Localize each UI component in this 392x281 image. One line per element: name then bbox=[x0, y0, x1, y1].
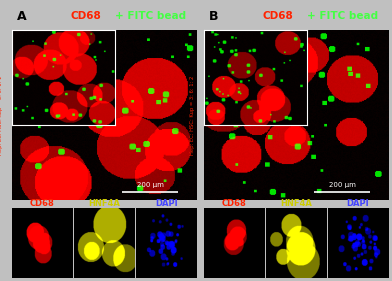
Text: + FITC bead: + FITC bead bbox=[307, 12, 378, 21]
Text: B: B bbox=[209, 10, 219, 23]
Text: + FITC bead: + FITC bead bbox=[115, 12, 186, 21]
Text: Hep: EC: HSC: Kup = 3: 6: 1: 2: Hep: EC: HSC: Kup = 3: 6: 1: 2 bbox=[190, 76, 195, 155]
Title: CD68: CD68 bbox=[221, 199, 246, 208]
Text: CD68: CD68 bbox=[262, 12, 293, 21]
Text: 200 μm: 200 μm bbox=[328, 182, 356, 188]
Text: Hep: EC: HSC: Kup = 3: 6: 1: 1: Hep: EC: HSC: Kup = 3: 6: 1: 1 bbox=[0, 76, 3, 155]
Title: DAPI: DAPI bbox=[155, 199, 178, 208]
Title: CD68: CD68 bbox=[29, 199, 54, 208]
Title: HNF4A: HNF4A bbox=[88, 199, 120, 208]
Text: 200 μm: 200 μm bbox=[137, 182, 163, 188]
Text: CD68: CD68 bbox=[70, 12, 101, 21]
Text: A: A bbox=[17, 10, 27, 23]
Title: HNF4A: HNF4A bbox=[280, 199, 312, 208]
Title: DAPI: DAPI bbox=[347, 199, 369, 208]
